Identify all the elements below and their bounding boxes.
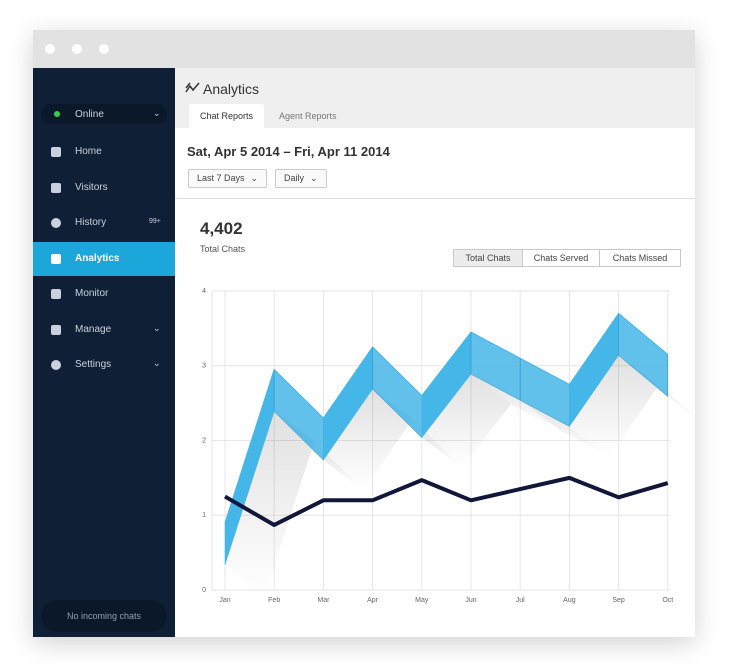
x-tick-label: Aug	[563, 597, 576, 604]
y-tick-label: 0	[202, 587, 206, 594]
title-bar	[33, 30, 695, 68]
divider	[175, 198, 695, 199]
nav-label: Home	[75, 146, 102, 157]
dropdown[interactable]: Last 7 Days ⌄	[188, 169, 268, 188]
nav-icon-visitors	[51, 182, 61, 193]
header: Analytics Chat Reports Agent Reports	[175, 68, 695, 128]
nav-label: Visitors	[75, 181, 108, 193]
dropdown[interactable]: Daily ⌄	[275, 169, 327, 188]
x-tick-label: Sep	[612, 597, 625, 604]
chevron: ⌄	[250, 173, 259, 183]
page-title: Analytics	[203, 81, 260, 97]
ribbon-shadow	[471, 374, 561, 431]
nav-label: Settings	[75, 359, 112, 370]
total-label: Total Chats	[200, 244, 246, 254]
chevron: ⌄	[153, 322, 161, 333]
toggle-button[interactable]: Chats Served	[522, 249, 600, 267]
nav-icon-analytics	[51, 253, 61, 264]
app-window: Online ⌄ No incoming chats Home Visitors H…	[33, 30, 695, 637]
window-dot[interactable]	[72, 44, 82, 54]
ribbon-shadow	[421, 374, 511, 468]
chevron: ⌄	[310, 173, 318, 183]
window-dot[interactable]	[99, 44, 109, 54]
y-tick-label: 2	[202, 437, 206, 444]
footer-status: No incoming chats	[41, 600, 167, 632]
chart: 0 1 2 3 4 Jan Feb Mar Apr May Jun Jul Aug Sep Oct	[202, 288, 695, 604]
y-tick-label: 1	[202, 512, 206, 519]
ribbon-shadow	[569, 355, 659, 457]
x-tick-label: Jun	[465, 597, 476, 604]
nav-icon-settings	[51, 360, 61, 370]
toggle-button[interactable]: Total Chats	[453, 249, 523, 267]
analytics-icon	[185, 82, 200, 93]
x-tick-label: Oct	[662, 597, 673, 604]
nav-item[interactable]: Analytics	[33, 241, 175, 276]
line	[224, 475, 669, 527]
nav-label: Analytics	[75, 252, 120, 264]
status-label: Online	[75, 109, 104, 120]
nav-label: Monitor	[75, 288, 109, 299]
nav-item[interactable]: Home	[33, 135, 175, 169]
x-tick-label: May	[415, 597, 429, 604]
tab[interactable]: Agent Reports	[279, 111, 337, 121]
ribbon-shadow	[225, 411, 315, 595]
toggle-button[interactable]: Chats Missed	[599, 249, 681, 267]
status-dot	[54, 111, 60, 117]
date-range: Sat, Apr 5 2014 – Fri, Apr 11 2014	[187, 144, 390, 159]
sidebar: Online ⌄ No incoming chats Home Visitors H…	[33, 68, 175, 637]
total-value: 4,402	[200, 219, 243, 238]
nav-label: Manage	[75, 323, 112, 335]
nav-icon-manage	[51, 324, 61, 335]
dropdown-label: Daily	[284, 173, 305, 183]
nav-label: History	[75, 217, 107, 228]
chevron: ⌄	[153, 108, 161, 118]
y-tick-label: 3	[202, 363, 206, 370]
x-tick-label: Apr	[367, 597, 379, 604]
nav-item[interactable]: History 99+	[33, 206, 175, 240]
x-tick-label: Jul	[516, 597, 525, 604]
window-dot[interactable]	[45, 44, 55, 54]
y-tick-label: 4	[202, 288, 206, 295]
nav-icon-monitor	[51, 289, 61, 299]
nav-badge: 99+	[149, 218, 161, 225]
nav-icon-history	[51, 218, 61, 228]
nav-item[interactable]: Monitor	[33, 277, 175, 311]
tab[interactable]: Chat Reports	[189, 104, 265, 128]
x-tick-label: Feb	[268, 597, 280, 604]
nav-icon-home	[51, 147, 61, 157]
ribbon-edge	[224, 312, 669, 523]
x-tick-label: Mar	[317, 597, 330, 604]
chevron: ⌄	[153, 358, 161, 368]
ribbon-shadow	[323, 389, 413, 491]
nav-item[interactable]: Manage ⌄	[33, 313, 175, 347]
nav-item[interactable]: Visitors	[33, 171, 175, 205]
nav-item[interactable]: Settings ⌄	[33, 348, 175, 382]
x-tick-label: Jan	[219, 597, 230, 604]
dropdown-label: Last 7 Days	[197, 173, 245, 183]
status-select[interactable]: Online ⌄	[41, 104, 167, 124]
ribbon-shadow	[520, 400, 610, 457]
